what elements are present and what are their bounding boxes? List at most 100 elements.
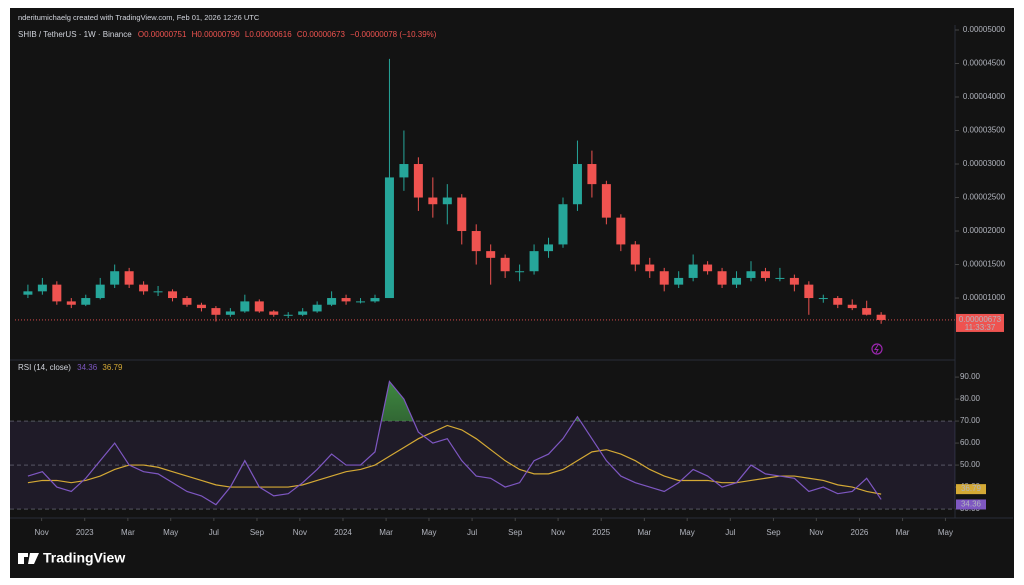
candle-body [847,304,857,309]
candle-body [327,298,337,305]
candle-body [659,271,669,285]
candle-body [139,284,149,292]
header: nderitumichaelg created with TradingView… [18,13,260,22]
x-tick-label: Nov [551,528,565,537]
candle-body [225,311,235,315]
candle-body [789,277,799,285]
candle-body [413,164,423,198]
x-tick-label: Jul [467,528,477,537]
candle-body [703,264,713,272]
candle-body [66,301,76,305]
candle-body [356,301,366,303]
candle-body [818,298,828,300]
candle-body [442,197,452,205]
x-tick-label: Mar [637,528,651,537]
candle-body [312,304,322,312]
countdown: 11:33:37 [965,323,996,332]
candle-body [182,298,192,305]
candle-body [587,164,597,185]
x-tick-label: 2023 [76,528,94,537]
candle-body [298,311,308,315]
symbol: SHIB / TetherUS · 1W · Binance [18,30,132,39]
x-tick-label: 2026 [851,528,869,537]
value-badge-label: 36.79 [961,484,982,493]
rsi-ma-value: 36.79 [102,363,123,372]
ohlc-close: C0.00000673 [297,30,346,39]
candle-body [81,298,91,305]
y-tick-label: 0.00004500 [963,59,1006,68]
candle-body [124,271,134,285]
x-tick-label: Jul [209,528,219,537]
candle-body [95,284,105,299]
x-tick-label: 2025 [592,528,610,537]
y-tick-label: 50.00 [960,460,981,469]
x-tick-label: Nov [809,528,823,537]
candle-body [746,271,756,278]
candle-body [471,231,481,252]
x-tick-label: May [938,528,953,537]
candle-body [732,277,742,285]
y-tick-label: 60.00 [960,438,981,447]
candle-body [428,197,438,205]
candle-body [254,301,264,312]
candle-body [196,304,206,309]
ohlc-low: L0.00000616 [245,30,292,39]
y-tick-label: 0.00001500 [963,260,1006,269]
x-tick-label: Mar [379,528,393,537]
value-badge-label: 34.36 [961,500,982,509]
candle-body [558,204,568,245]
candle-body [601,184,611,218]
candle-body [240,301,250,312]
candle-body [500,257,510,272]
alert-bolt [874,344,879,354]
x-tick-label: May [421,528,436,537]
logo-icon[interactable] [18,553,39,564]
candle-body [52,284,62,302]
candle-body [688,264,698,278]
y-tick-label: 70.00 [960,416,981,425]
last-price-label: 0.00000673 [959,315,1002,324]
value-badge [956,484,986,495]
candle-body [341,298,351,302]
alert-icon[interactable] [871,343,883,355]
x-tick-label: 2024 [334,528,352,537]
rsi-line [27,424,882,495]
x-tick-label: Jul [725,528,735,537]
candle-body [486,251,496,258]
x-tick-label: Sep [250,528,265,537]
candle-body [384,177,394,299]
x-tick-label: Nov [293,528,307,537]
value-badge [956,499,986,510]
rsi-legend: RSI (14, close) 34.36 36.79 [18,363,123,372]
y-tick-label: 0.00005000 [963,25,1006,34]
candle-body [37,284,47,292]
x-tick-label: May [680,528,695,537]
last-price-badge [956,313,1004,332]
candle-body [674,277,684,285]
x-tick-label: Nov [34,528,48,537]
x-tick-label: Sep [766,528,781,537]
x-tick-label: Sep [508,528,523,537]
candle-body [630,244,640,265]
candle-body [760,271,770,278]
x-tick-label: Mar [896,528,910,537]
y-tick-label: 0.00003000 [963,159,1006,168]
candle-body [572,164,582,205]
candle-body [23,291,33,295]
candle-body [529,251,539,272]
y-tick-label: 0.00001000 [963,293,1006,302]
y-tick-label: 80.00 [960,394,981,403]
y-tick-label: 0.00003500 [963,126,1006,135]
candle-body [862,308,872,315]
rsi-value: 34.36 [77,363,98,372]
candle-body [283,314,293,316]
candle-body [370,298,380,302]
y-tick-label: 0.00002500 [963,193,1006,202]
rsi-line [27,380,882,506]
candle-body [833,298,843,305]
candle-body [110,271,120,285]
x-tick-label: May [163,528,178,537]
candle-body [399,164,409,178]
logo-text[interactable]: TradingView [43,550,125,566]
candle-body [804,284,814,299]
